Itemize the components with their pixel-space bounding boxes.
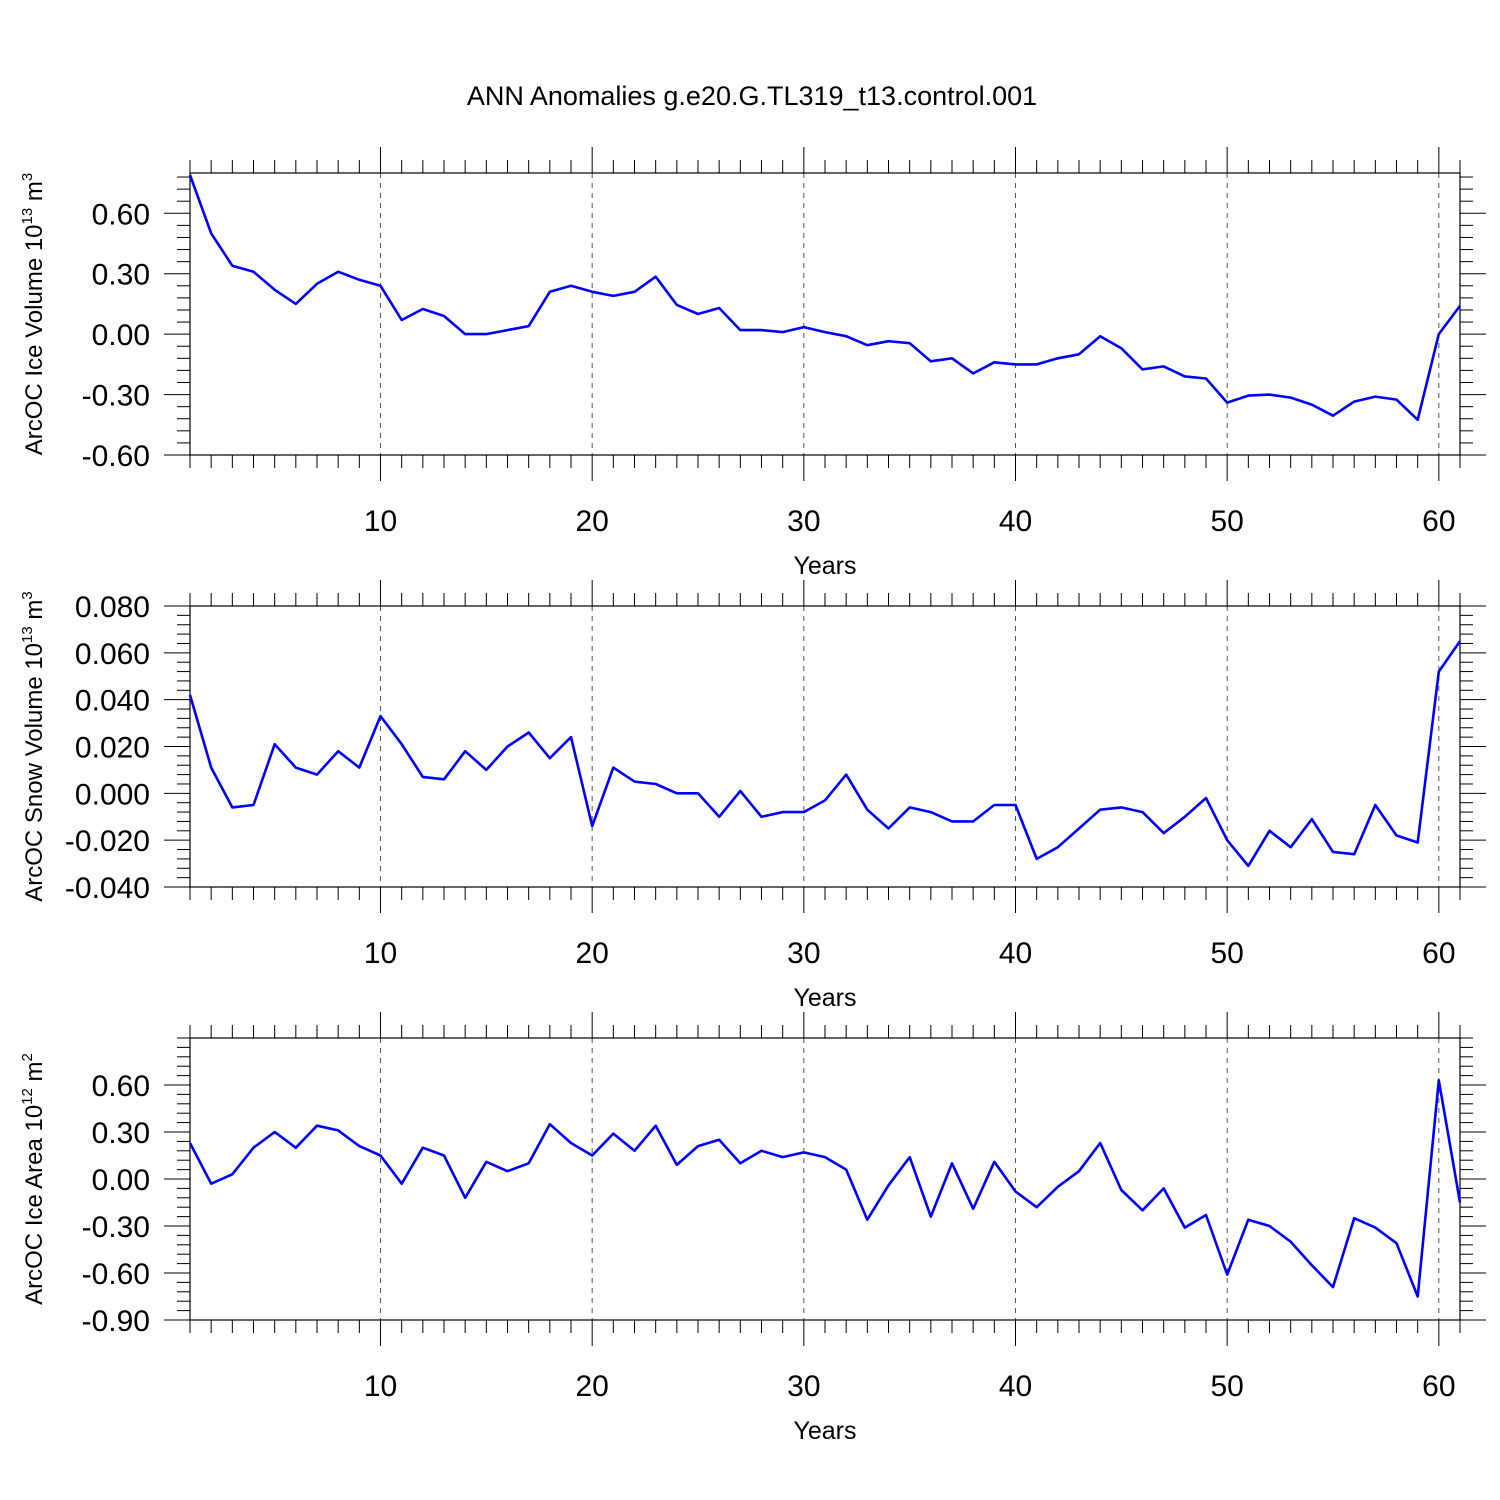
x-tick-label: 50	[1210, 1370, 1243, 1403]
x-tick-label: 60	[1422, 505, 1455, 538]
chart-panel-2: -0.040 -0.020 0.000 0.020 0.040 0.060 0.080 10 2…	[19, 580, 1486, 1012]
x-tick-label: 20	[575, 1370, 608, 1403]
x-tick-label: 50	[1210, 937, 1243, 970]
y-tick-label: 0.60	[92, 198, 150, 231]
x-tick-label: 30	[787, 1370, 820, 1403]
x-tick-label: 60	[1422, 1370, 1455, 1403]
y-tick-label: 0.040	[75, 685, 150, 718]
y-tick-label: 0.080	[75, 591, 150, 624]
y-axis-label: ArcOC Ice Volume 1013 m3	[19, 173, 48, 455]
y-tick-label: 0.00	[92, 319, 150, 352]
y-tick-label: 0.020	[75, 732, 150, 765]
y-tick-label: 0.000	[75, 778, 150, 811]
y-tick-label: -0.30	[82, 1211, 150, 1244]
chart-panel-3: -0.90 -0.60 -0.30 0.00 0.30 0.60 10 20 30 40 50 60 Y…	[19, 1012, 1486, 1445]
y-axis-label: ArcOC Snow Volume 1013 m3	[19, 591, 48, 902]
chart-panel-1: -0.60 -0.30 0.00 0.30 0.60 10 20 30 40 50 60 Years A…	[19, 147, 1486, 580]
y-tick-label: 0.060	[75, 638, 150, 671]
y-tick-label: 0.30	[92, 1117, 150, 1150]
x-tick-label: 30	[787, 937, 820, 970]
series-line	[188, 640, 1462, 868]
y-tick-label: -0.90	[82, 1305, 150, 1338]
y-axis-label: ArcOC Ice Area 1012 m2	[19, 1053, 48, 1305]
x-tick-label: 10	[364, 937, 397, 970]
x-axis-label: Years	[793, 984, 856, 1012]
chart-panels: -0.60 -0.30 0.00 0.30 0.60 10 20 30 40 50 60 Years A…	[19, 147, 1486, 1445]
y-tick-label: 0.30	[92, 259, 150, 292]
x-axis-label: Years	[793, 552, 856, 580]
x-tick-label: 50	[1210, 505, 1243, 538]
series-line	[188, 1079, 1462, 1298]
y-tick-label: -0.60	[82, 1258, 150, 1291]
y-tick-label: 0.00	[92, 1164, 150, 1197]
x-tick-label: 30	[787, 505, 820, 538]
x-tick-label: 40	[999, 505, 1032, 538]
x-tick-label: 20	[575, 937, 608, 970]
x-tick-label: 40	[999, 937, 1032, 970]
x-tick-label: 60	[1422, 937, 1455, 970]
x-tick-label: 10	[364, 1370, 397, 1403]
y-tick-label: -0.020	[65, 825, 150, 858]
series-line	[188, 174, 1462, 422]
x-tick-label: 40	[999, 1370, 1032, 1403]
y-tick-label: -0.60	[82, 440, 150, 473]
chart-title: ANN Anomalies g.e20.G.TL319_t13.control.…	[467, 81, 1037, 111]
y-tick-label: -0.30	[82, 380, 150, 413]
x-axis-label: Years	[793, 1417, 856, 1445]
x-tick-label: 10	[364, 505, 397, 538]
y-tick-label: 0.60	[92, 1070, 150, 1103]
y-tick-label: -0.040	[65, 872, 150, 905]
x-tick-label: 20	[575, 505, 608, 538]
